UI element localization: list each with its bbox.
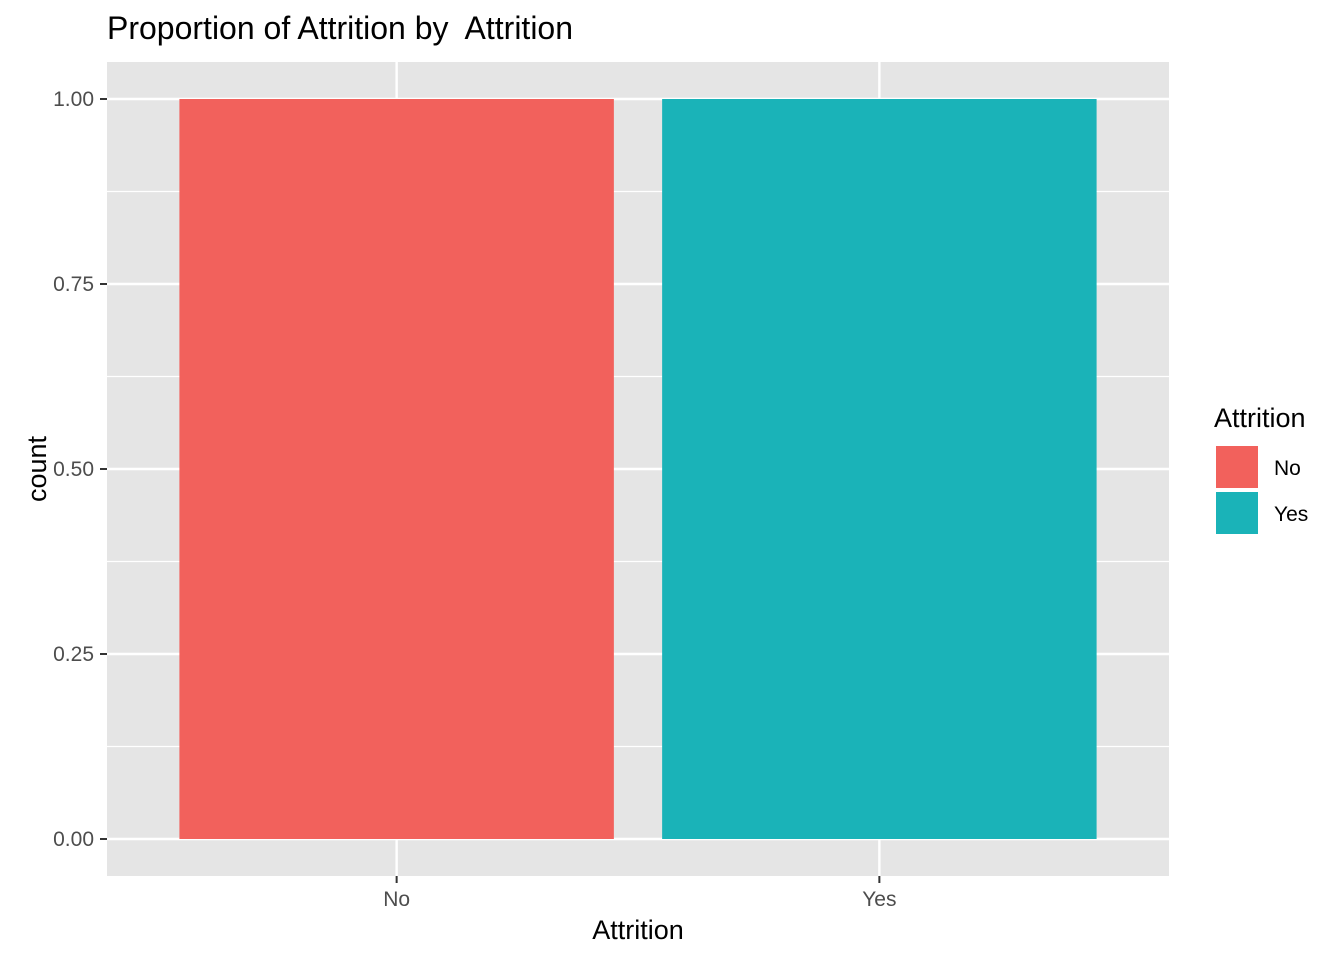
legend-label-yes: Yes (1274, 503, 1308, 526)
y-tick-label: 0.75 (53, 273, 94, 296)
x-tick-label: Yes (862, 888, 896, 911)
x-axis-title: Attrition (592, 915, 684, 945)
legend-label-no: No (1274, 457, 1301, 480)
chart-title: Proportion of Attrition by Attrition (107, 10, 573, 46)
x-axis: No Yes (383, 876, 896, 911)
y-tick-label: 1.00 (53, 88, 94, 111)
legend: Attrition No Yes (1214, 403, 1308, 534)
legend-title: Attrition (1214, 403, 1306, 433)
y-axis-title: count (22, 435, 52, 502)
x-tick-label: No (383, 888, 410, 911)
bar-no (179, 99, 614, 839)
y-tick-label: 0.00 (53, 828, 94, 851)
bars (179, 99, 1097, 839)
legend-key-no (1216, 446, 1258, 488)
y-tick-label: 0.25 (53, 643, 94, 666)
y-axis: 0.00 0.25 0.50 0.75 1.00 (53, 88, 107, 851)
bar-yes (662, 99, 1097, 839)
legend-key-yes (1216, 492, 1258, 534)
y-tick-label: 0.50 (53, 458, 94, 481)
